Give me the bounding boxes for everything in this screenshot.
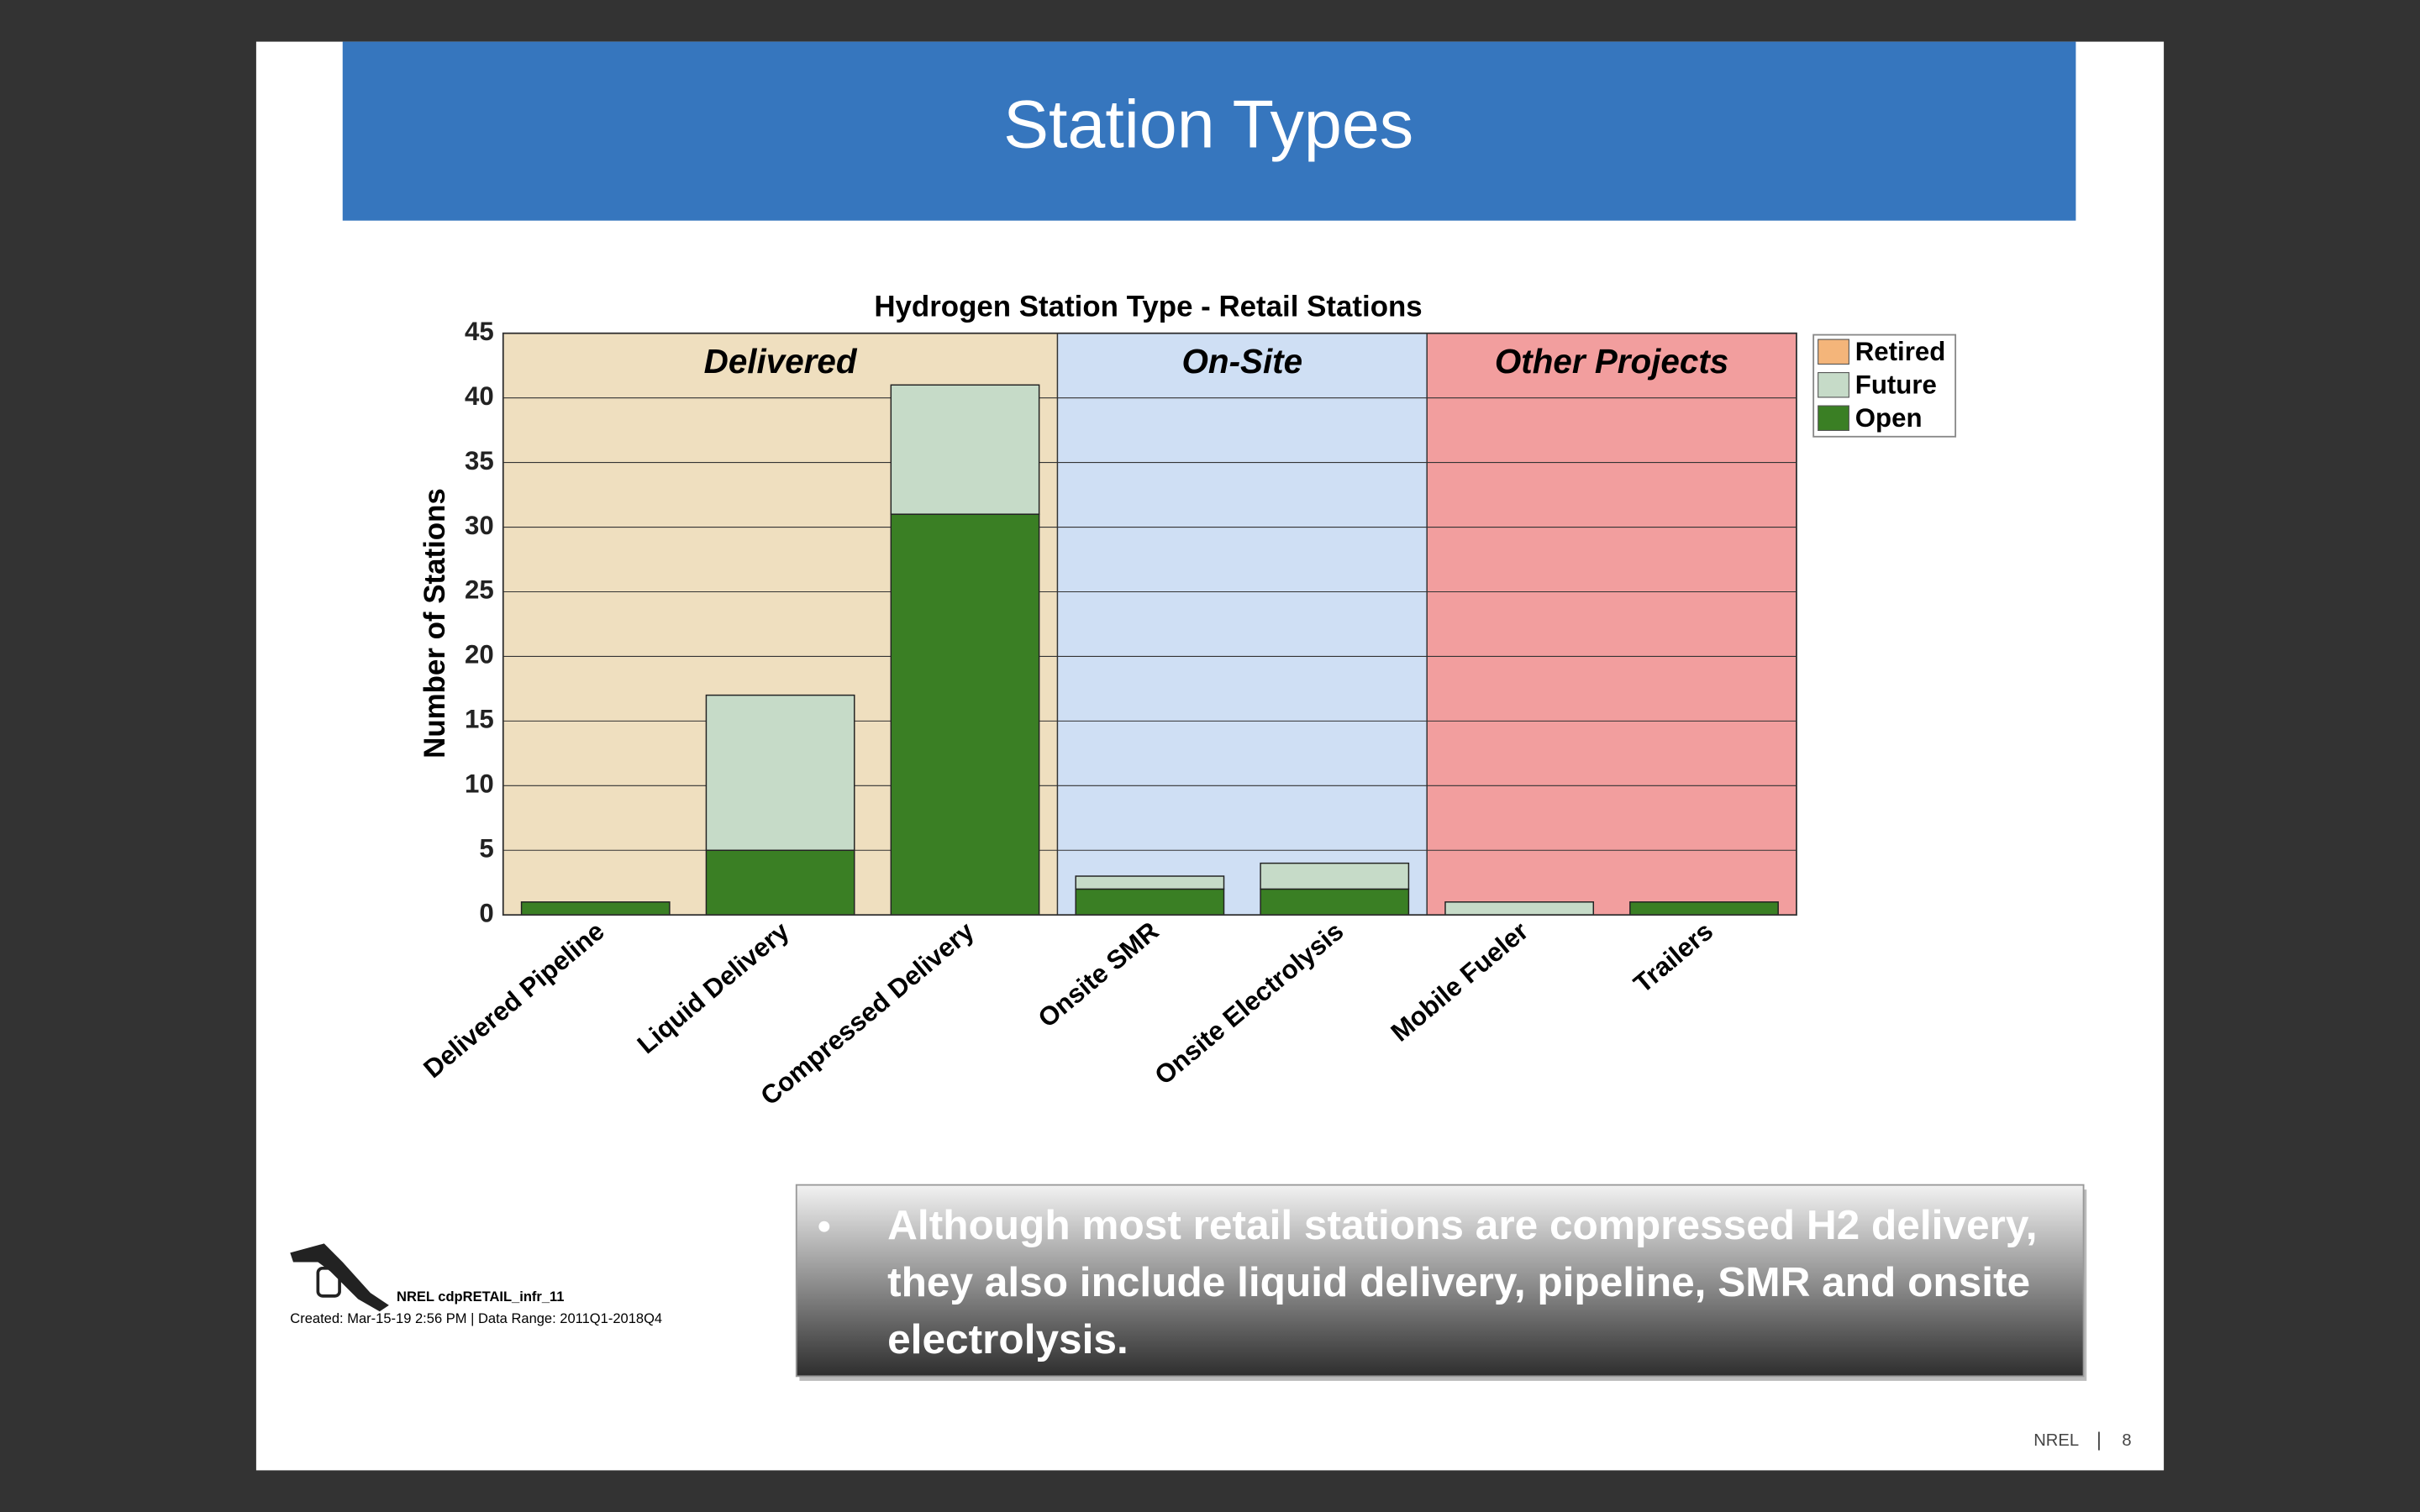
footer-org: NREL [2033,1431,2079,1450]
legend-label: Open [1855,403,1923,433]
chart-created: Created: Mar-15-19 2:56 PM | Data Range:… [290,1310,662,1326]
y-tick-label: 0 [479,898,493,927]
bullet [818,1221,830,1232]
bar-segment [705,849,855,916]
nozzle-icon [290,1243,389,1312]
y-axis-label: Number of Stations [418,488,451,759]
footer-page: 8 [2122,1431,2131,1450]
legend-swatch [1818,372,1849,398]
bar-segment [1629,901,1779,916]
bar-segment [1260,888,1410,916]
callout-box [795,1184,2085,1378]
bar-segment [890,513,1040,916]
callout-line: they also include liquid delivery, pipel… [887,1258,2030,1305]
chart-title: Hydrogen Station Type - Retail Stations [874,291,1422,323]
bar-segment [1075,888,1225,916]
region [1057,333,1428,916]
plot-frame [502,332,1797,916]
title-bar [342,41,2076,221]
bar-segment [705,694,855,851]
y-tick-label: 10 [465,769,494,799]
legend-label: Future [1855,370,1937,399]
bar-segment [520,901,671,916]
bar-segment [1260,862,1410,890]
slide-title: Station Types [1003,87,1413,163]
region [1427,333,1797,916]
legend-swatch [1818,339,1849,365]
y-tick-label: 25 [465,575,494,605]
bar-segment [1444,901,1595,916]
region-label: On-Site [1181,342,1302,381]
bar-segment [890,384,1040,515]
y-tick-label: 30 [465,511,494,540]
callout-line: electrolysis. [887,1315,1128,1362]
y-tick-label: 35 [465,446,494,475]
y-tick-label: 40 [465,381,494,411]
y-tick-label: 45 [465,317,494,346]
callout-text: Although most retail stations are compre… [887,1201,2037,1362]
y-tick-label: 15 [465,705,494,734]
legend-label: Retired [1855,337,1946,366]
bar-segment [1075,875,1225,890]
y-tick-label: 5 [479,833,493,863]
region-label: Other Projects [1495,342,1728,381]
legend-swatch [1818,405,1849,431]
y-tick-label: 20 [465,640,494,669]
region-label: Delivered [704,342,858,381]
chart-id: NREL cdpRETAIL_infr_11 [397,1289,564,1305]
callout-line: Although most retail stations are compre… [887,1201,2037,1248]
